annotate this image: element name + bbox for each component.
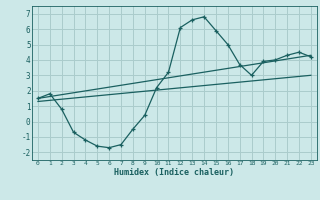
X-axis label: Humidex (Indice chaleur): Humidex (Indice chaleur) [115, 168, 234, 177]
